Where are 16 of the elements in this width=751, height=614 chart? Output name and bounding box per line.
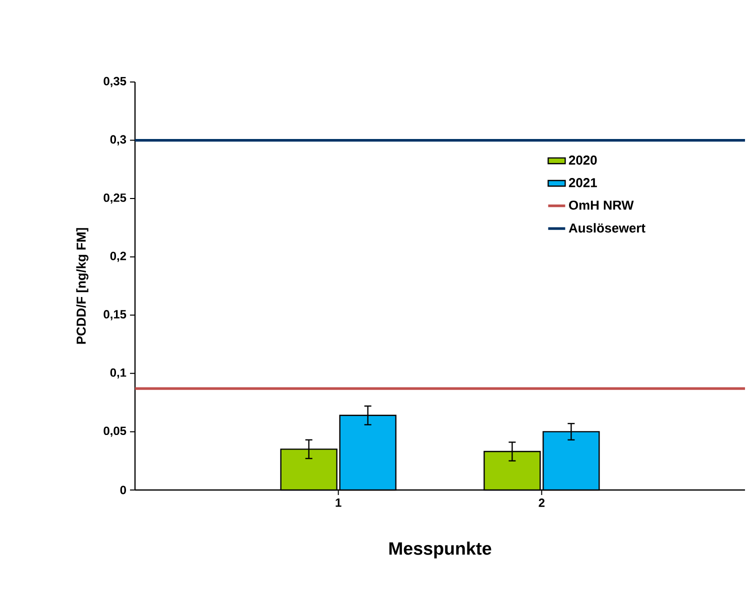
y-tick-label: 0,2	[110, 252, 126, 262]
y-tick-label: 0	[120, 486, 126, 494]
y-tick-label: 0,15	[104, 310, 126, 320]
x-axis-title: Messpunkte	[389, 542, 492, 558]
legend-label: Auslösewert	[568, 223, 646, 233]
y-tick-label: 0,1	[110, 368, 126, 379]
legend-label: 2020	[568, 156, 597, 165]
y-tick-label: 0,05	[104, 426, 126, 437]
legend-label: 2021	[568, 178, 597, 188]
y-tick-label: 0,3	[110, 135, 126, 146]
y-axis-title: PCDD/F [ng/kg FM]	[76, 228, 88, 344]
x-tick-label: 1	[336, 498, 342, 507]
y-tick-label: 0,35	[104, 76, 126, 88]
legend-label: OmH NRW	[569, 200, 634, 210]
x-tick-label: 2	[538, 498, 545, 507]
y-tick-label: 0,25	[104, 193, 126, 204]
